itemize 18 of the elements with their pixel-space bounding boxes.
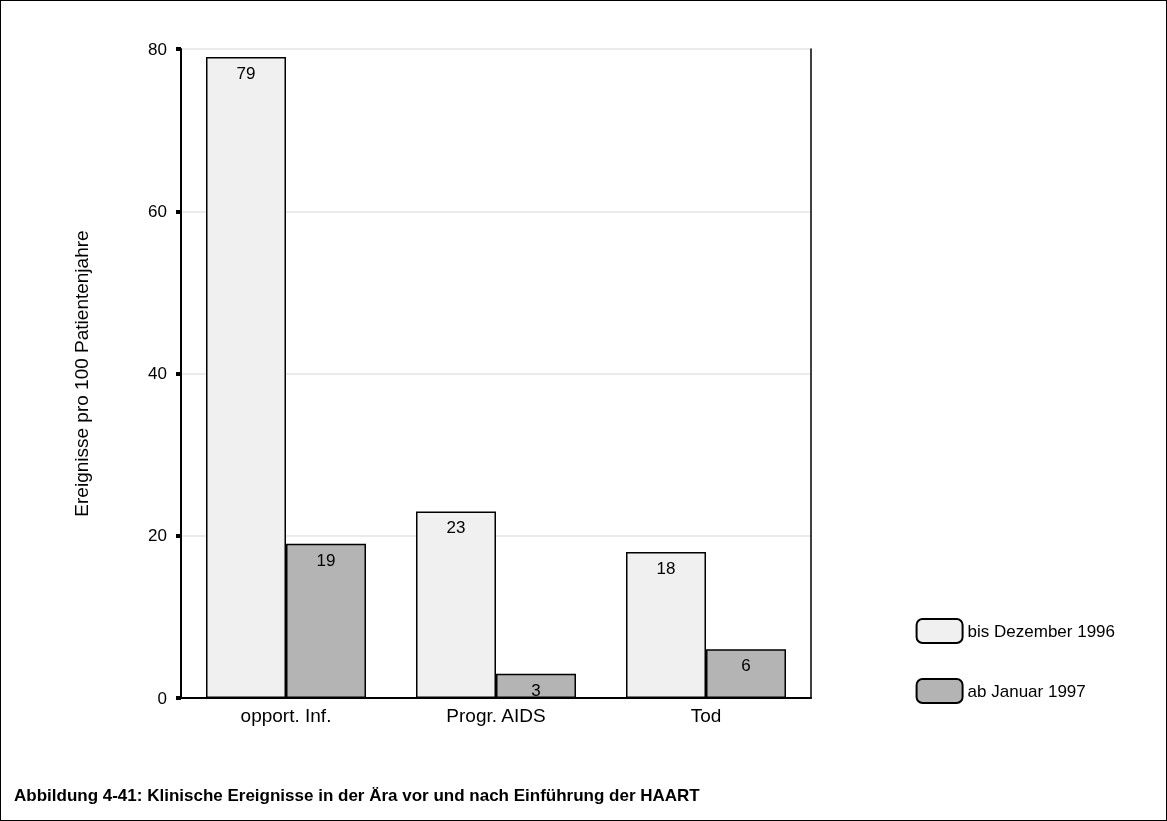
- text: Abbildung 4-41: Klinische Ereignisse in der Ära vor und nach Einführung der HAART: [14, 786, 701, 805]
- y-axis-title: Ereignisse pro 100 Patientenjahre: [71, 230, 92, 517]
- data-label: 19: [316, 550, 336, 570]
- legend-label: ab Januar 1997: [967, 681, 1086, 701]
- data-label: 79: [236, 64, 256, 84]
- data-label: 3: [531, 680, 541, 700]
- x-tick-label: opport. Inf.: [240, 705, 332, 726]
- legend-label: bis Dezember 1996: [967, 621, 1116, 641]
- x-tick-label: Progr. AIDS: [446, 705, 546, 726]
- data-label: 18: [656, 558, 676, 578]
- data-label: 23: [446, 518, 466, 538]
- data-label: 6: [741, 656, 751, 676]
- x-tick-label: Tod: [690, 705, 722, 726]
- y-tick-label: 20: [148, 526, 167, 546]
- y-tick-label: 60: [148, 201, 167, 221]
- y-tick-label: 80: [148, 39, 167, 59]
- y-tick-label: 0: [157, 688, 167, 708]
- y-tick-label: 40: [148, 364, 167, 383]
